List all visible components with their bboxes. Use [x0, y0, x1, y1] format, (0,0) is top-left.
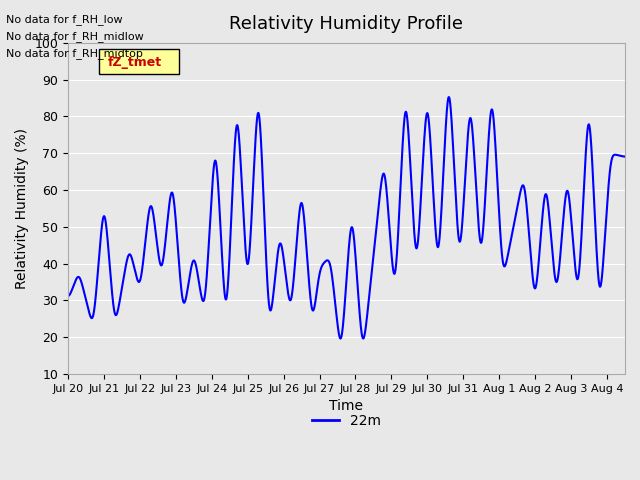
Legend: 22m: 22m — [306, 408, 387, 433]
Text: No data for f_RH_midlow: No data for f_RH_midlow — [6, 31, 144, 42]
Text: No data for f_RH_low: No data for f_RH_low — [6, 14, 123, 25]
Text: fZ_tmet: fZ_tmet — [108, 56, 162, 70]
X-axis label: Time: Time — [330, 399, 364, 413]
Title: Relativity Humidity Profile: Relativity Humidity Profile — [230, 15, 463, 33]
Y-axis label: Relativity Humidity (%): Relativity Humidity (%) — [15, 128, 29, 289]
Text: No data for f_RH_midtop: No data for f_RH_midtop — [6, 48, 143, 59]
